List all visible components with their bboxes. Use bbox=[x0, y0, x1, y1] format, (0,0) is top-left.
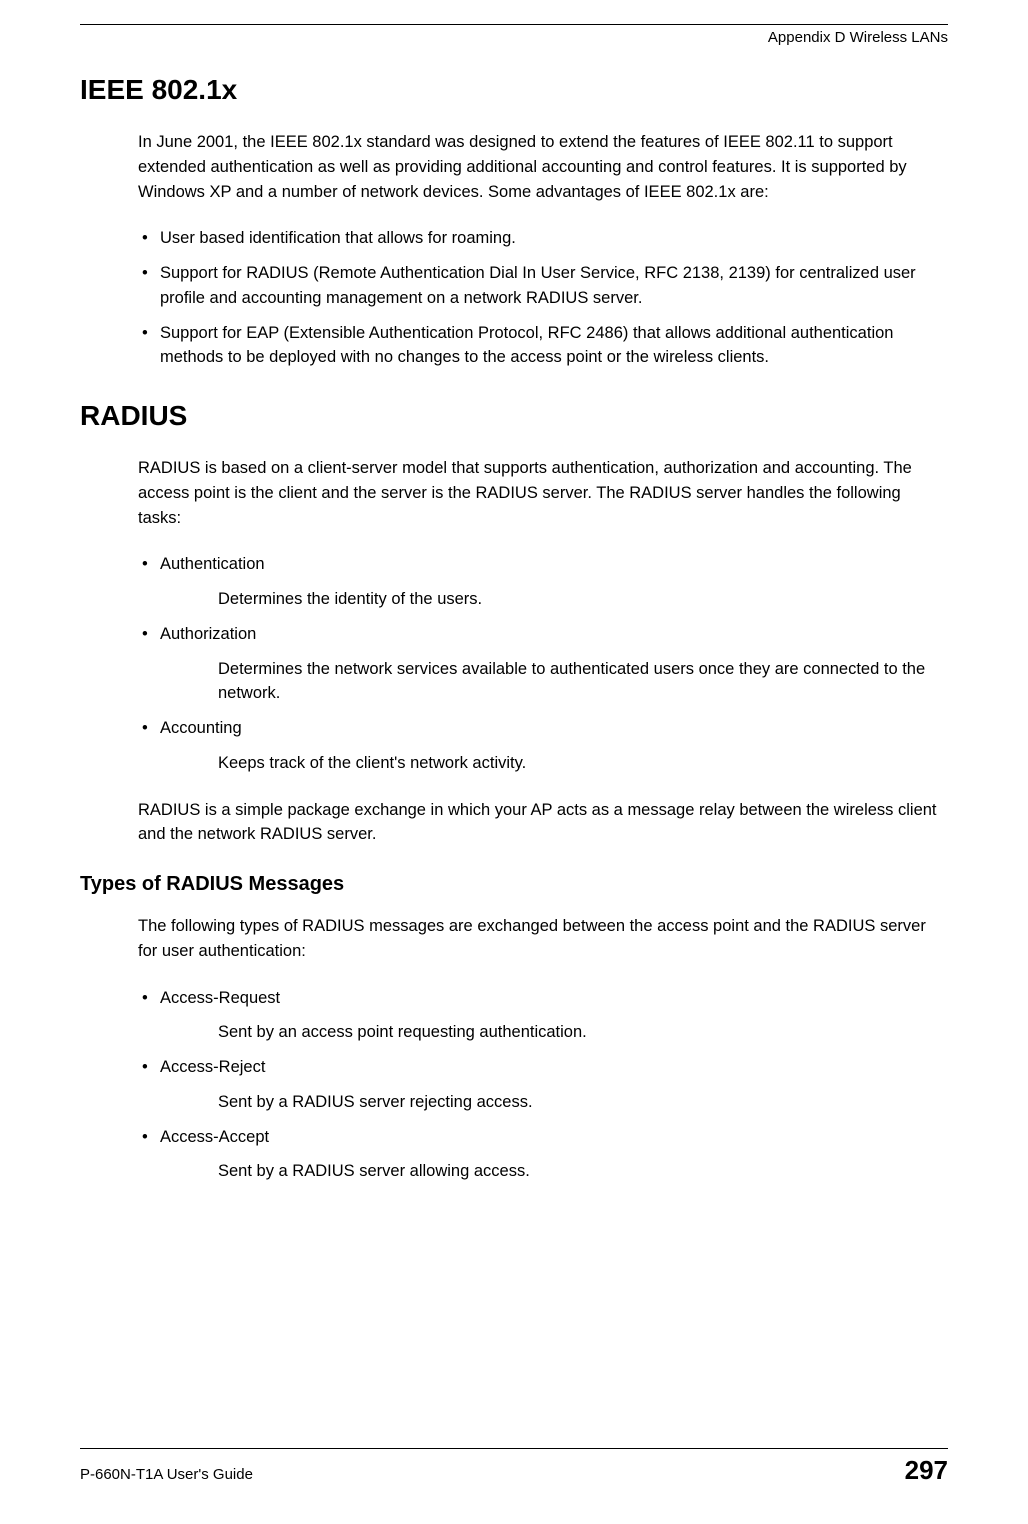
list-item-description: Sent by an access point requesting authe… bbox=[218, 1020, 948, 1045]
page-content: Appendix D Wireless LANs IEEE 802.1x In … bbox=[0, 0, 1028, 1184]
list-item-description: Sent by a RADIUS server rejecting access… bbox=[218, 1090, 948, 1115]
list-item: Access-Accept bbox=[138, 1125, 948, 1150]
list-item-description: Sent by a RADIUS server allowing access. bbox=[218, 1159, 948, 1184]
list-item-description: Keeps track of the client's network acti… bbox=[218, 751, 948, 776]
list-item-description: Determines the network services availabl… bbox=[218, 657, 948, 707]
radius-intro-paragraph: RADIUS is based on a client-server model… bbox=[138, 456, 948, 530]
list-item: Support for RADIUS (Remote Authenticatio… bbox=[138, 261, 948, 311]
radius-outro-paragraph: RADIUS is a simple package exchange in w… bbox=[138, 798, 948, 848]
heading-radius: RADIUS bbox=[80, 400, 948, 432]
list-item-description: Determines the identity of the users. bbox=[218, 587, 948, 612]
list-item: Accounting bbox=[138, 716, 948, 741]
ieee-intro-paragraph: In June 2001, the IEEE 802.1x standard w… bbox=[138, 130, 948, 204]
footer-rule bbox=[80, 1448, 948, 1449]
list-item: Authorization bbox=[138, 622, 948, 647]
list-item: Access-Reject bbox=[138, 1055, 948, 1080]
footer-guide-label: P-660N-T1A User's Guide bbox=[80, 1466, 253, 1483]
footer-row: P-660N-T1A User's Guide 297 bbox=[80, 1455, 948, 1486]
heading-types-of-radius-messages: Types of RADIUS Messages bbox=[80, 873, 948, 896]
header-appendix-label: Appendix D Wireless LANs bbox=[80, 29, 948, 46]
types-intro-paragraph: The following types of RADIUS messages a… bbox=[138, 914, 948, 964]
list-item: User based identification that allows fo… bbox=[138, 226, 948, 251]
heading-ieee-8021x: IEEE 802.1x bbox=[80, 74, 948, 106]
list-item: Access-Request bbox=[138, 986, 948, 1011]
list-item: Authentication bbox=[138, 552, 948, 577]
header-rule bbox=[80, 24, 948, 25]
ieee-advantages-list: User based identification that allows fo… bbox=[138, 226, 948, 370]
footer-page-number: 297 bbox=[905, 1455, 948, 1486]
radius-message-types-list: Access-Request Sent by an access point r… bbox=[138, 986, 948, 1185]
list-item: Support for EAP (Extensible Authenticati… bbox=[138, 321, 948, 371]
radius-tasks-list: Authentication Determines the identity o… bbox=[138, 552, 948, 775]
page-footer: P-660N-T1A User's Guide 297 bbox=[80, 1448, 948, 1486]
